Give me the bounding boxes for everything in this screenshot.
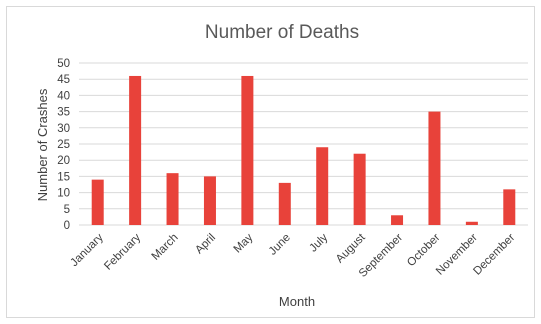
bar-march (166, 173, 179, 225)
bar-april (203, 176, 216, 225)
x-tick-label: July (307, 231, 330, 254)
x-tick-label: January (68, 231, 106, 269)
x-tick-label: May (232, 231, 256, 255)
bar-july (316, 147, 329, 225)
y-tick-label: 10 (57, 188, 70, 200)
chart-frame (6, 6, 535, 318)
bar-september (391, 215, 404, 225)
y-tick-label: 30 (57, 123, 70, 135)
y-tick-label: 20 (57, 155, 70, 167)
gridlines (79, 62, 528, 226)
y-axis-label: Number of Crashes (35, 88, 50, 201)
y-tick-label: 5 (64, 204, 70, 216)
x-axis-label: Month (279, 294, 315, 309)
y-axis-ticks: 0 5 10 15 20 25 30 35 40 45 50 (57, 58, 70, 232)
x-tick-label: February (102, 231, 143, 272)
y-tick-label: 25 (57, 139, 70, 151)
bar-june (278, 182, 291, 225)
bars (91, 75, 516, 226)
y-tick-label: 50 (57, 58, 70, 70)
bar-may (241, 75, 254, 226)
y-tick-label: 0 (64, 220, 70, 232)
x-tick-label: April (193, 232, 218, 257)
x-tick-label: December (471, 232, 517, 278)
y-tick-label: 45 (57, 74, 70, 86)
bar-october (428, 111, 441, 225)
x-tick-label: October (405, 232, 443, 270)
bar-january (91, 179, 104, 225)
y-tick-label: 15 (57, 171, 70, 183)
x-tick-label: August (334, 231, 368, 265)
bar-february (129, 75, 142, 226)
bar-august (353, 153, 366, 225)
x-tick-label: June (267, 232, 293, 258)
bar-november (465, 221, 478, 225)
bar-december (503, 189, 516, 225)
chart-title: Number of Deaths (205, 22, 359, 43)
x-tick-label: March (150, 232, 181, 263)
y-tick-label: 35 (57, 107, 70, 119)
y-tick-label: 40 (57, 90, 70, 102)
